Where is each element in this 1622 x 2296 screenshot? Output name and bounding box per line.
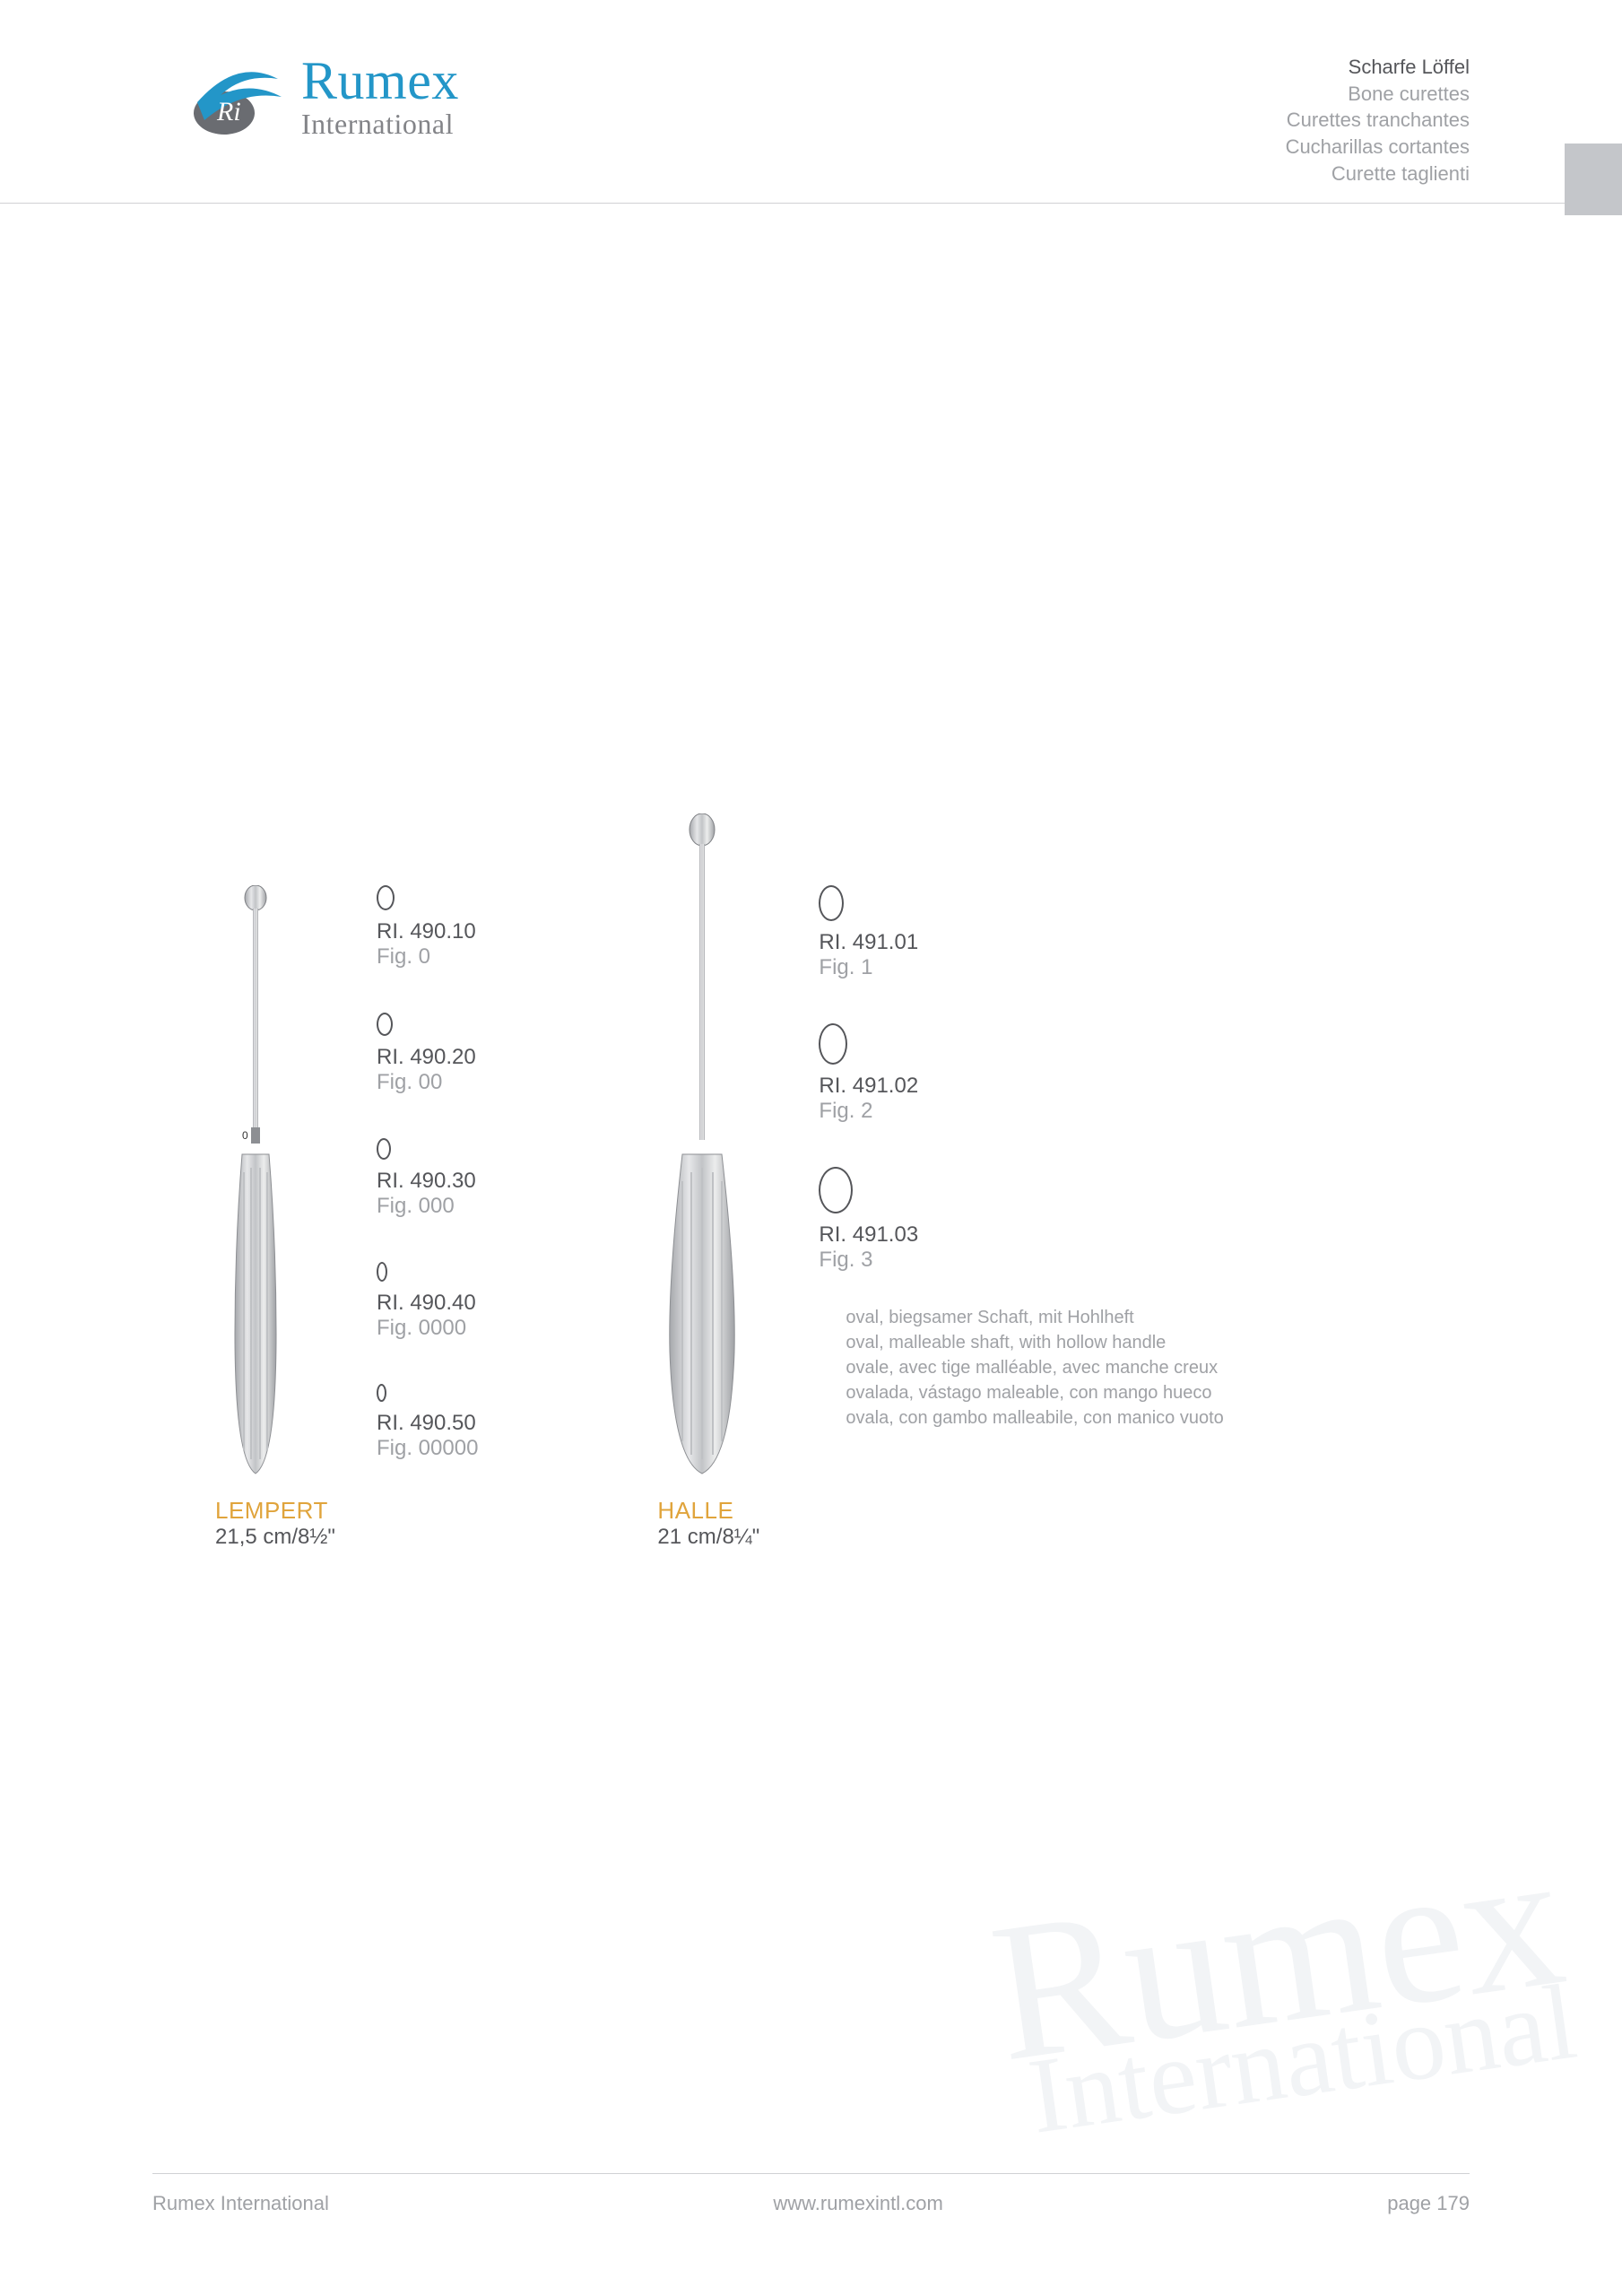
sku: RI. 490.30 [377, 1169, 478, 1194]
title-en: Bone curettes [1286, 81, 1470, 108]
svg-text:Ri: Ri [216, 97, 241, 126]
product-size: 21,5 cm/8½" [215, 1525, 478, 1550]
sku: RI. 491.01 [819, 930, 1223, 955]
tip-oval-icon [377, 1013, 393, 1036]
figure-label: Fig. 3 [819, 1248, 1223, 1273]
logo: Ri Rumex International [152, 54, 459, 141]
product-title-halle: HALLE 21 cm/8¼" [657, 1497, 1223, 1550]
figure-label: Fig. 0 [377, 944, 478, 970]
figure-label: Fig. 00000 [377, 1436, 478, 1461]
figure-label: Fig. 1 [819, 955, 1223, 980]
logo-text: Rumex International [301, 54, 459, 141]
content: 0 RI. 490.10Fig. 0RI. 490.20Fig. 00RI. 4… [152, 885, 1470, 1550]
title-de: Scharfe Löffel [1286, 54, 1470, 81]
figure-label: Fig. 000 [377, 1194, 478, 1219]
page: Ri Rumex International Scharfe Löffel Bo… [0, 0, 1622, 2296]
title-fr: Curettes tranchantes [1286, 107, 1470, 134]
description-line: oval, biegsamer Schaft, mit Hohlheft [846, 1305, 1223, 1330]
variant-item: RI. 490.10Fig. 0 [377, 885, 478, 970]
tip-oval-icon [819, 885, 844, 921]
instrument-image-lempert: 0 [215, 885, 296, 1477]
variant-item: RI. 491.01Fig. 1 [819, 885, 1223, 980]
tip-oval-icon [377, 1138, 391, 1160]
side-tab [1565, 144, 1622, 215]
category-titles: Scharfe Löffel Bone curettes Curettes tr… [1286, 54, 1470, 187]
sku: RI. 490.40 [377, 1291, 478, 1316]
product-halle: RI. 491.01Fig. 1RI. 491.02Fig. 2RI. 491.… [657, 885, 1223, 1550]
product-name: LEMPERT [215, 1497, 478, 1525]
title-es: Cucharillas cortantes [1286, 134, 1470, 161]
variant-item: RI. 490.20Fig. 00 [377, 1013, 478, 1095]
variant-item: RI. 490.40Fig. 0000 [377, 1262, 478, 1341]
sku: RI. 491.03 [819, 1222, 1223, 1248]
figure-label: Fig. 00 [377, 1070, 478, 1095]
sku: RI. 490.10 [377, 919, 478, 944]
halle-right-col: RI. 491.01Fig. 1RI. 491.02Fig. 2RI. 491.… [819, 885, 1223, 1477]
logo-icon: Ri [188, 57, 285, 138]
product-size: 21 cm/8¼" [657, 1525, 1223, 1550]
description-line: ovale, avec tige malléable, avec manche … [846, 1355, 1223, 1380]
header: Ri Rumex International Scharfe Löffel Bo… [152, 54, 1470, 187]
variants-halle: RI. 491.01Fig. 1RI. 491.02Fig. 2RI. 491.… [819, 885, 1223, 1273]
product-title-lempert: LEMPERT 21,5 cm/8½" [215, 1497, 478, 1550]
svg-text:0: 0 [242, 1129, 248, 1142]
figure-label: Fig. 0000 [377, 1316, 478, 1341]
tip-oval-icon [377, 1384, 386, 1402]
description-line: oval, malleable shaft, with hollow handl… [846, 1330, 1223, 1355]
variant-item: RI. 490.50Fig. 00000 [377, 1384, 478, 1461]
description-line: ovala, con gambo malleabile, con manico … [846, 1405, 1223, 1431]
variants-lempert: RI. 490.10Fig. 0RI. 490.20Fig. 00RI. 490… [377, 885, 478, 1477]
sku: RI. 491.02 [819, 1074, 1223, 1099]
tip-oval-icon [819, 1023, 847, 1065]
footer-url: www.rumexintl.com [773, 2192, 942, 2215]
variant-item: RI. 491.03Fig. 3 [819, 1167, 1223, 1273]
variant-item: RI. 491.02Fig. 2 [819, 1023, 1223, 1124]
footer: Rumex International www.rumexintl.com pa… [0, 2146, 1622, 2296]
description-line: ovalada, vástago maleable, con mango hue… [846, 1380, 1223, 1405]
variant-item: RI. 490.30Fig. 000 [377, 1138, 478, 1219]
footer-rule [152, 2173, 1470, 2174]
sku: RI. 490.50 [377, 1411, 478, 1436]
title-it: Curette taglienti [1286, 161, 1470, 187]
product-lempert: 0 RI. 490.10Fig. 0RI. 490.20Fig. 00RI. 4… [215, 885, 478, 1550]
sku: RI. 490.20 [377, 1045, 478, 1070]
watermark: Rumex International [986, 1847, 1580, 2137]
logo-name: Rumex [301, 54, 459, 108]
tip-oval-icon [377, 885, 395, 910]
header-rule [0, 203, 1622, 204]
instrument-image-halle [657, 813, 738, 1477]
footer-company: Rumex International [152, 2192, 329, 2215]
product-description: oval, biegsamer Schaft, mit Hohlheftoval… [819, 1305, 1223, 1431]
logo-subtitle: International [301, 108, 459, 141]
tip-oval-icon [377, 1262, 387, 1282]
figure-label: Fig. 2 [819, 1099, 1223, 1124]
product-name: HALLE [657, 1497, 1223, 1525]
tip-oval-icon [819, 1167, 853, 1213]
footer-page: page 179 [1387, 2192, 1470, 2215]
